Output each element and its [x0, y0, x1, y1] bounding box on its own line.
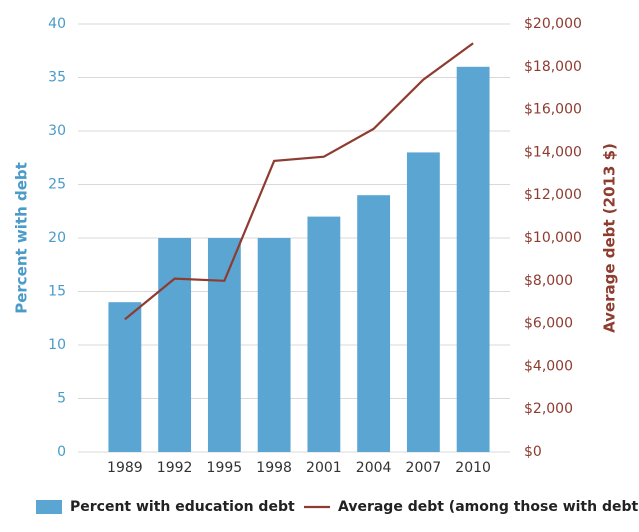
y-tick-label: 0: [57, 444, 66, 460]
bar: [357, 195, 391, 452]
y2-tick-label: $18,000: [524, 59, 582, 75]
x-tick-label: 1989: [107, 460, 143, 476]
x-tick-label: 1998: [256, 460, 292, 476]
y2-tick-label: $8,000: [524, 273, 573, 289]
y-tick-label: 10: [48, 337, 66, 353]
y2-tick-label: $10,000: [524, 230, 582, 246]
y2-tick-label: $12,000: [524, 187, 582, 203]
y-tick-label: 5: [57, 391, 66, 407]
line: [124, 42, 474, 321]
y2-tick-label: $4,000: [524, 358, 573, 374]
y-tick-label: 20: [48, 230, 66, 246]
legend-label: Percent with education debt: [70, 499, 295, 515]
y-axis-title: Percent with debt: [13, 162, 31, 314]
y-tick-label: 15: [48, 284, 66, 300]
y-tick-label: 30: [48, 123, 66, 139]
x-tick-label: 2007: [406, 460, 442, 476]
bar: [456, 66, 490, 453]
x-tick-label: 1995: [207, 460, 243, 476]
bar: [158, 238, 192, 452]
legend-label: Average debt (among those with debt): [338, 499, 639, 515]
x-tick-label: 2004: [356, 460, 392, 476]
x-tick-label: 2010: [455, 460, 491, 476]
y2-axis-title: Average debt (2013 $): [601, 143, 619, 333]
y2-tick-label: $20,000: [524, 16, 582, 32]
x-tick-label: 1992: [157, 460, 193, 476]
y-tick-label: 35: [48, 70, 66, 86]
y-tick-label: 40: [48, 16, 66, 32]
y2-tick-label: $6,000: [524, 316, 573, 332]
legend-swatch: [36, 500, 62, 514]
bar: [108, 302, 142, 452]
y2-tick-label: $16,000: [524, 102, 582, 118]
bar: [406, 152, 440, 452]
bar: [257, 238, 291, 452]
y2-tick-label: $14,000: [524, 144, 582, 160]
y2-tick-label: $2,000: [524, 401, 573, 417]
bar: [207, 238, 241, 452]
bar: [307, 216, 341, 452]
x-tick-label: 2001: [306, 460, 342, 476]
y2-tick-label: $0: [524, 444, 542, 460]
y-tick-label: 25: [48, 177, 66, 193]
